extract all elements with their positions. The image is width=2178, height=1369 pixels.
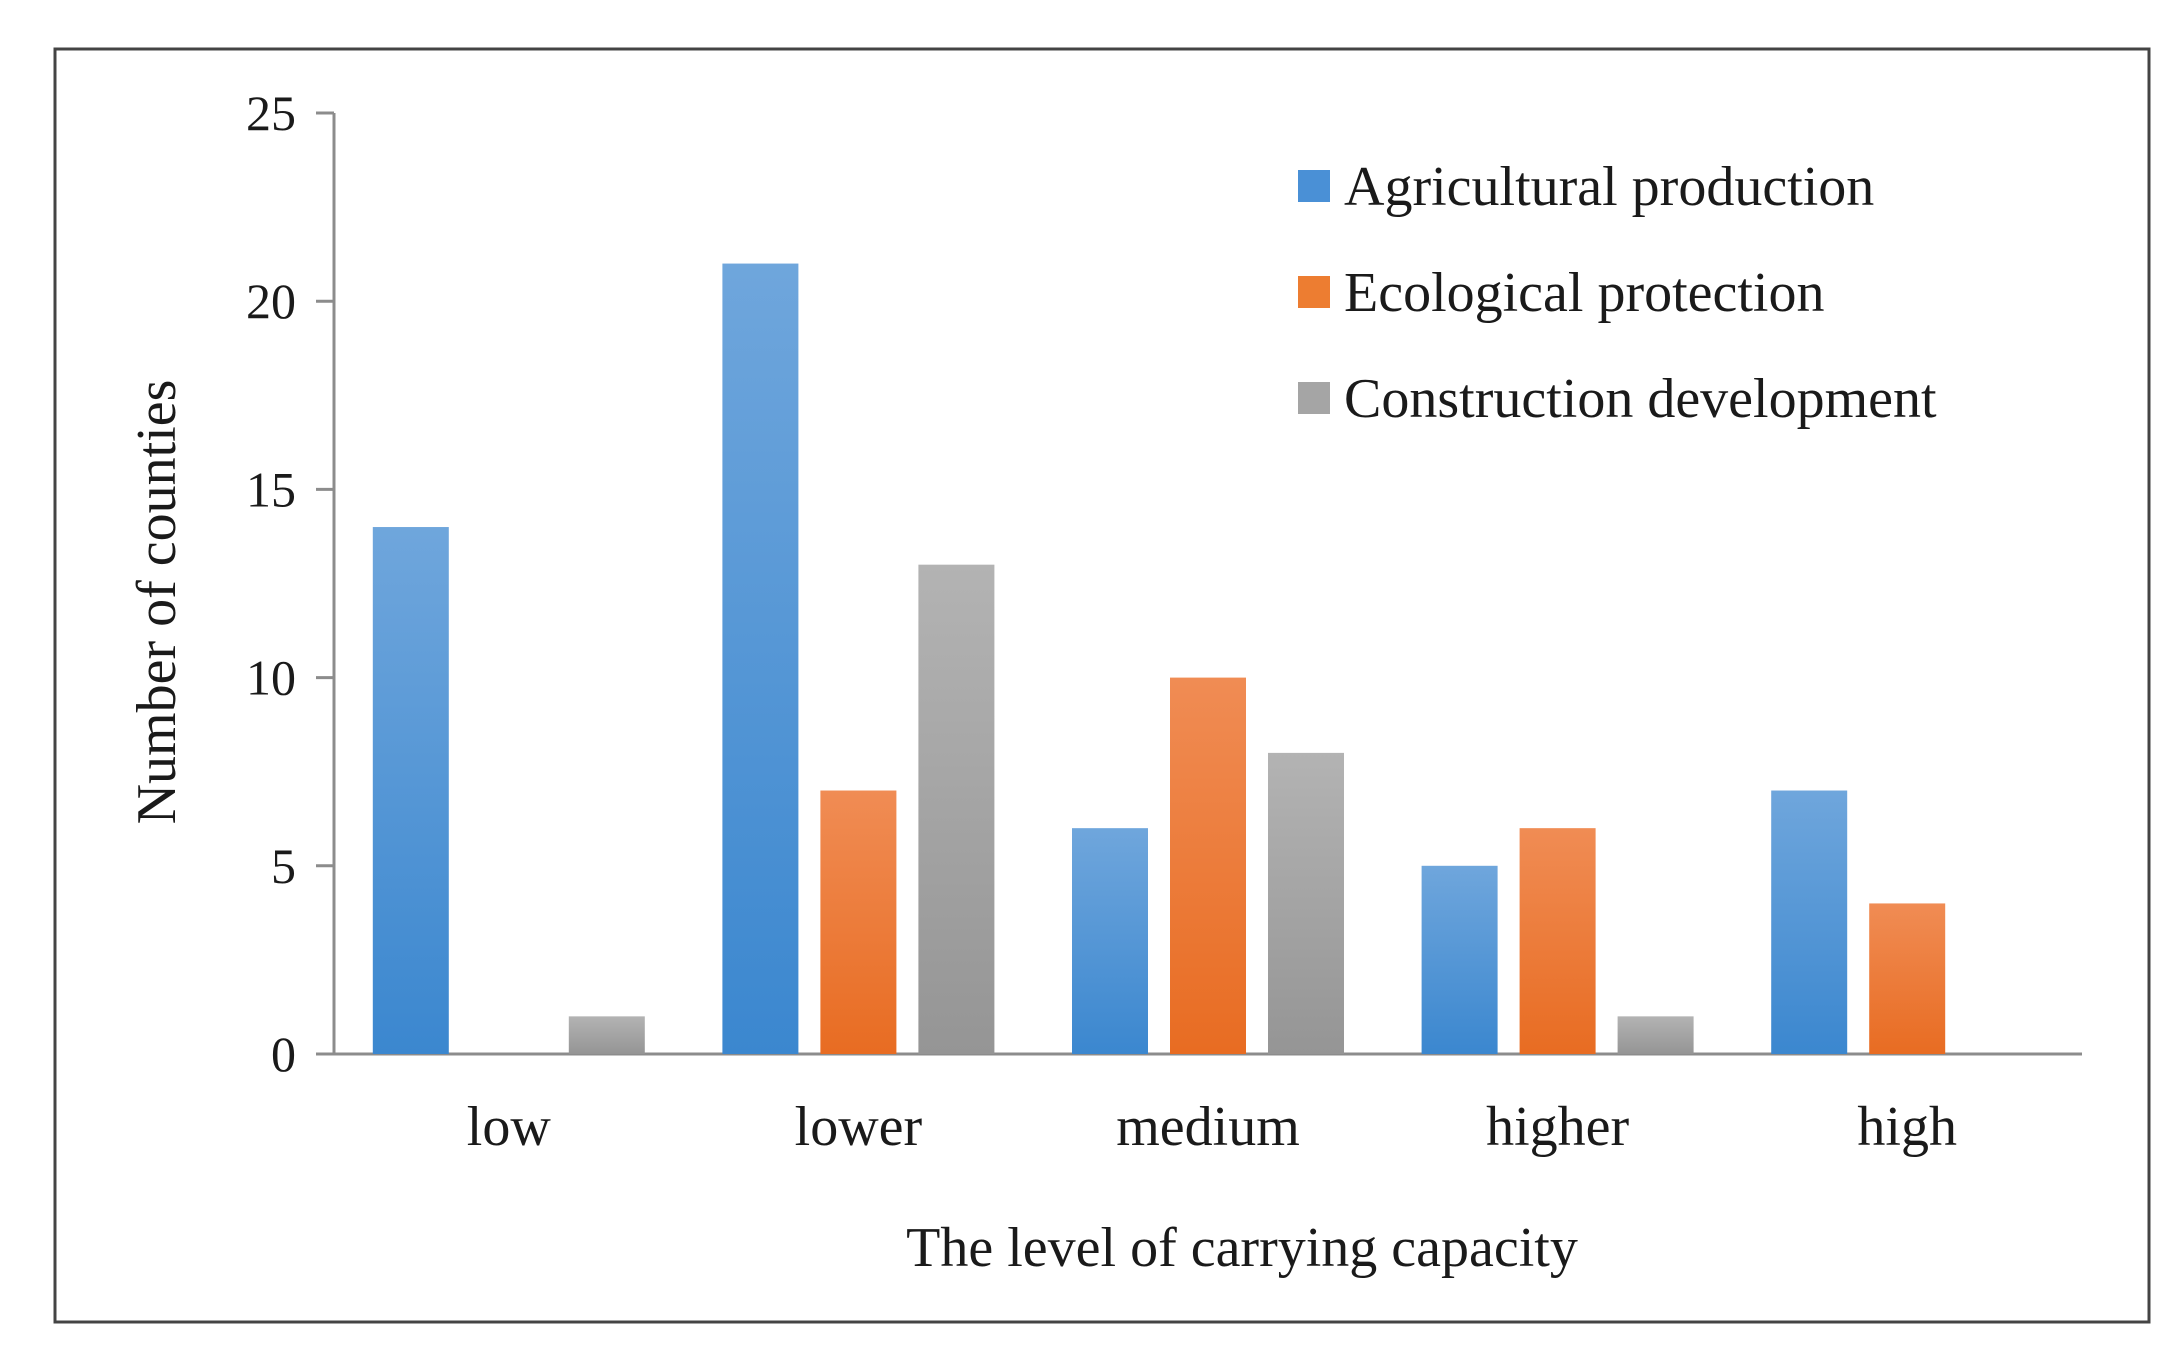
bars-group — [372, 263, 1946, 1054]
y-tick-label: 5 — [271, 838, 296, 894]
bar-ecological-protection-lower — [820, 790, 897, 1054]
bar-ecological-protection-high — [1869, 903, 1946, 1054]
y-tick-label: 25 — [246, 85, 296, 141]
legend-swatch-2 — [1298, 382, 1330, 414]
legend-label-0: Agricultural production — [1344, 156, 1874, 218]
legend-label-1: Ecological protection — [1344, 262, 1824, 324]
x-tick-label-low: low — [467, 1096, 552, 1158]
bar-ecological-protection-higher — [1519, 828, 1596, 1054]
legend-swatch-0 — [1298, 170, 1330, 202]
bar-construction-development-lower — [918, 564, 995, 1054]
bar-agricultural-production-high — [1771, 790, 1848, 1054]
bar-construction-development-low — [568, 1016, 645, 1054]
x-tick-label-medium: medium — [1116, 1096, 1300, 1158]
bar-construction-development-medium — [1268, 752, 1344, 1054]
bar-construction-development-higher — [1617, 1016, 1694, 1054]
bar-agricultural-production-lower — [722, 263, 799, 1054]
bar-agricultural-production-medium — [1072, 828, 1148, 1054]
y-axis: 0 5 10 15 20 25 — [246, 85, 336, 1082]
y-tick-label: 20 — [246, 273, 296, 329]
legend-swatch-1 — [1298, 276, 1330, 308]
x-axis-title: The level of carrying capacity — [906, 1217, 1578, 1279]
x-tick-label-high: high — [1857, 1096, 1957, 1158]
bar-agricultural-production-higher — [1421, 865, 1498, 1054]
legend: Agricultural production Ecological protec… — [1298, 156, 1937, 430]
y-axis-title: Number of counties — [126, 380, 188, 825]
legend-label-2: Construction development — [1344, 368, 1937, 430]
chart-frame — [53, 47, 2151, 1324]
x-tick-label-lower: lower — [795, 1096, 923, 1158]
x-tick-label-higher: higher — [1486, 1096, 1629, 1158]
y-tick-label: 15 — [246, 461, 296, 517]
category-labels: low lower medium higher high — [467, 1096, 1957, 1158]
y-tick-label: 10 — [246, 650, 296, 706]
bar-agricultural-production-low — [372, 527, 449, 1054]
bar-ecological-protection-medium — [1170, 677, 1246, 1054]
y-tick-label: 0 — [271, 1026, 296, 1082]
